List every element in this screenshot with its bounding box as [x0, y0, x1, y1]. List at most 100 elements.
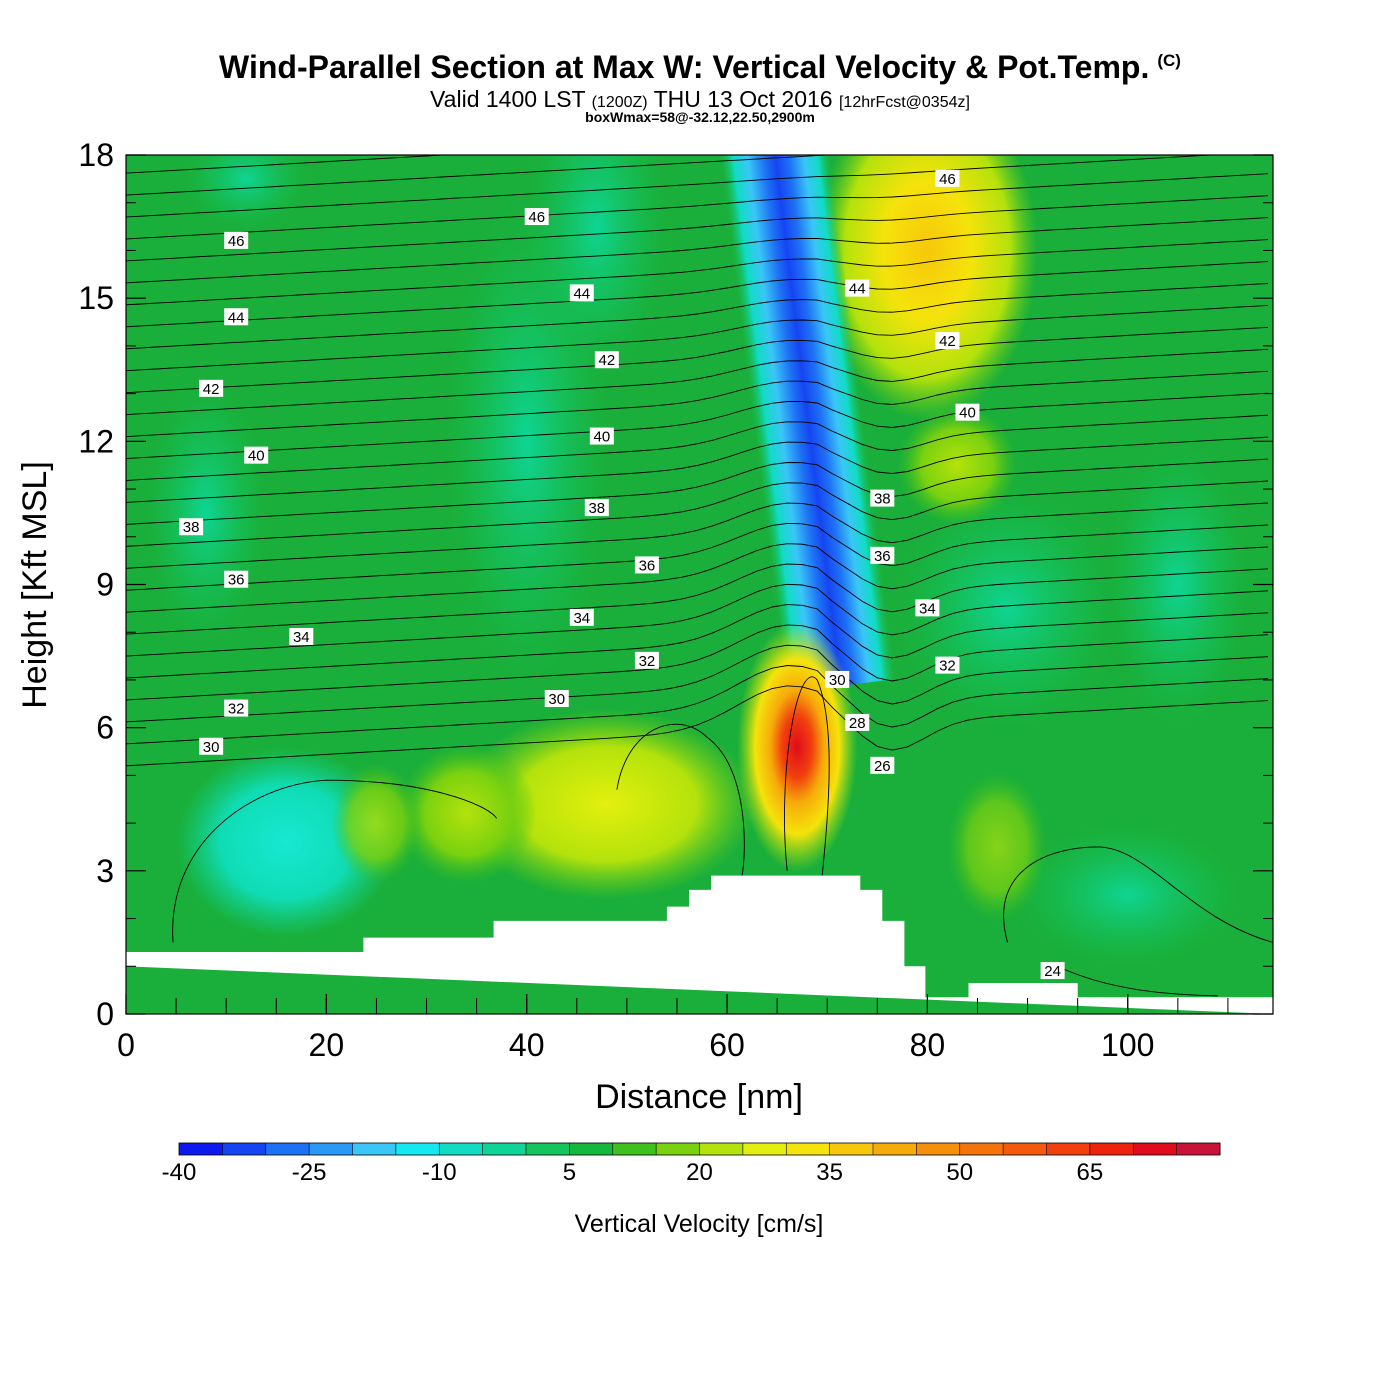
theta-label-text: 38: [183, 519, 200, 536]
field-blob-yellow-low: [456, 709, 757, 900]
theta-label-box: [199, 379, 224, 397]
colorbar-tick-label: 5: [563, 1159, 576, 1186]
theta-label: 34: [289, 627, 314, 646]
colorbar-cell: [959, 1143, 1004, 1155]
theta-contour: [126, 583, 1269, 657]
theta-contour-right: [1003, 846, 1273, 943]
theta-contour: [126, 604, 1269, 679]
theta-label-box: [289, 627, 314, 645]
y-tick-label: 18: [78, 137, 114, 173]
y-tick-label: 0: [96, 996, 114, 1032]
field-blob-lime-low: [396, 743, 537, 884]
colorbar-cell: [222, 1143, 267, 1155]
theta-label: 42: [199, 379, 224, 398]
colorbar-tick-label: 20: [686, 1159, 713, 1186]
x-tick-label: 0: [117, 1027, 135, 1063]
colorbar-tick-label: 65: [1077, 1159, 1104, 1186]
field-blob-mint-left: [146, 382, 267, 643]
subtitle-date: THU 13 Oct 2016: [653, 86, 833, 112]
theta-label: 38: [870, 489, 895, 508]
subtitle-utc: (1200Z): [591, 94, 648, 111]
theta-label-box: [589, 427, 614, 445]
colorbar-cell: [1089, 1143, 1134, 1155]
theta-label: 40: [955, 403, 980, 422]
theta-contour-24: [1057, 965, 1218, 997]
theta-label-text: 30: [829, 672, 846, 689]
colorbar-cell: [699, 1143, 744, 1155]
theta-label-text: 44: [849, 281, 866, 298]
theta-contour: [126, 239, 1269, 306]
theta-label: 32: [634, 651, 659, 670]
colorbar-title: Vertical Velocity [cm/s]: [575, 1210, 824, 1238]
colorbar-cell: [1176, 1143, 1221, 1155]
theta-contour: [126, 370, 1269, 438]
colorbar-tick-label: -10: [422, 1159, 457, 1186]
y-tick-label: 15: [78, 280, 114, 316]
colorbar-cell: [482, 1143, 527, 1155]
theta-label-text: 28: [849, 715, 866, 732]
subtitle-forecast: [12hrFcst@0354z]: [838, 94, 970, 111]
velocity-field: [146, 155, 1248, 965]
theta-label-box: [569, 608, 594, 626]
field-blob-lime-right: [947, 771, 1048, 922]
theta-label-text: 38: [588, 500, 605, 517]
theta-label-box: [634, 556, 659, 574]
field-blob-mint-topleft: [186, 155, 307, 229]
theta-contour-low: [172, 779, 498, 943]
theta-label-text: 46: [528, 209, 545, 226]
colorbar-cell: [656, 1143, 700, 1155]
title-main: Wind-Parallel Section at Max W: Vertical…: [219, 49, 1150, 85]
theta-label: 30: [199, 737, 224, 756]
theta-label-box: [915, 599, 940, 617]
theta-label-text: 42: [598, 352, 615, 369]
theta-label-text: 34: [573, 610, 590, 627]
theta-label-box: [244, 446, 269, 464]
theta-label: 32: [224, 699, 249, 718]
theta-label: 34: [569, 608, 594, 627]
theta-label: 28: [845, 713, 870, 732]
theta-contours: [126, 155, 1273, 997]
colorbar-cell: [873, 1143, 917, 1155]
theta-contour: [126, 414, 1269, 481]
theta-label: 46: [524, 208, 549, 226]
theta-label-text: 46: [228, 233, 245, 250]
theta-label-text: 40: [248, 448, 265, 465]
theta-contour: [126, 436, 1269, 503]
theta-label: 30: [825, 670, 850, 689]
theta-label: 44: [845, 279, 870, 298]
y-tick-label: 9: [96, 567, 114, 603]
theta-label-box: [955, 403, 980, 421]
field-blob-mint-lowright: [1017, 824, 1238, 965]
theta-label-box: [524, 208, 549, 226]
colorbar-cell: [352, 1143, 397, 1155]
theta-label-box: [594, 351, 619, 369]
field-blob-lime-left: [331, 763, 422, 884]
theta-contour: [126, 304, 1269, 372]
theta-contour: [126, 155, 1219, 218]
theta-label: 42: [594, 351, 619, 369]
theta-label: 40: [589, 427, 614, 446]
x-tick-label: 40: [509, 1027, 545, 1063]
theta-label: 30: [544, 690, 569, 708]
theta-contour: [126, 195, 1269, 262]
theta-label-box: [825, 670, 850, 688]
theta-label-text: 34: [919, 600, 936, 617]
theta-label-box: [179, 518, 204, 536]
field-updraft-core: [737, 621, 858, 872]
theta-label-box: [870, 546, 895, 564]
theta-contour: [126, 392, 1269, 459]
theta-labels: 46 44 42 40 38 36 34 32 30 46 44 42 40 38 36 34 32 30 46 44…: [179, 169, 1065, 980]
theta-contour: [126, 665, 1269, 745]
plot-area: [126, 155, 1273, 1014]
colorbar-cell: [742, 1143, 787, 1155]
y-axis-title: Height [Kft MSL]: [16, 461, 54, 709]
theta-label-box: [845, 279, 870, 297]
field-blob-upper-updraft: [817, 155, 1038, 421]
subtitle-valid: Valid 1400 LST: [430, 86, 586, 112]
theta-contour: [126, 348, 1269, 416]
theta-label-text: 42: [939, 333, 956, 350]
colorbar-cell: [526, 1143, 570, 1155]
theta-label: 46: [935, 169, 960, 188]
theta-contour: [126, 543, 1269, 613]
